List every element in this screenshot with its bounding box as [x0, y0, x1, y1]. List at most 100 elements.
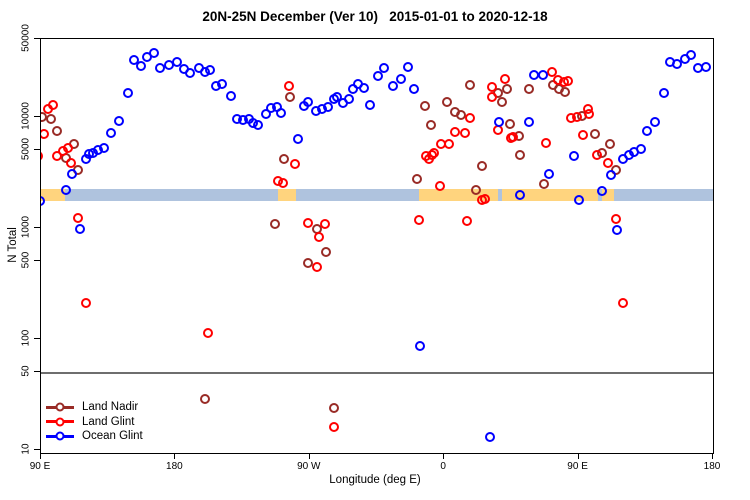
data-point-land-nadir	[303, 257, 314, 268]
chart-title: 20N-25N December (Ver 10) 2015-01-01 to …	[202, 9, 548, 24]
data-point-ocean-glint	[149, 47, 160, 58]
data-point-ocean-glint	[515, 189, 526, 200]
data-point-land-glint	[303, 217, 314, 228]
data-point-land-glint	[563, 76, 574, 87]
data-point-land-glint	[464, 112, 475, 123]
map-band-land	[418, 188, 498, 201]
data-point-ocean-glint	[67, 169, 78, 180]
data-point-land-glint	[73, 213, 84, 224]
x-axis-title: Longitude (deg E)	[329, 474, 421, 486]
legend-label: Land Nadir	[82, 401, 139, 414]
data-point-ocean-glint	[343, 94, 354, 105]
data-point-land-nadir	[285, 92, 296, 103]
x-tick	[443, 453, 445, 459]
data-point-ocean-glint	[41, 196, 45, 207]
data-point-ocean-glint	[543, 169, 554, 180]
data-point-land-nadir	[476, 161, 487, 172]
legend: Land Nadir Land Glint Ocean Glint	[46, 400, 143, 444]
y-tick	[34, 260, 40, 262]
map-band-land	[502, 188, 598, 201]
data-point-ocean-glint	[388, 81, 399, 92]
data-point-ocean-glint	[649, 117, 660, 128]
data-point-land-nadir	[501, 83, 512, 94]
data-point-land-glint	[449, 127, 460, 138]
data-point-ocean-glint	[128, 55, 139, 66]
y-tick-label: 500	[20, 252, 32, 269]
data-point-land-glint	[584, 108, 595, 119]
data-point-land-glint	[572, 112, 583, 122]
data-point-ocean-glint	[74, 223, 85, 234]
data-point-land-glint	[618, 298, 629, 309]
y-tick-label: 10	[20, 443, 32, 455]
data-point-land-nadir	[464, 80, 475, 91]
data-point-ocean-glint	[494, 117, 505, 128]
x-tick	[40, 453, 41, 459]
data-point-land-glint	[283, 81, 294, 92]
data-point-ocean-glint	[606, 170, 617, 181]
data-point-ocean-glint	[185, 67, 196, 78]
data-point-ocean-glint	[276, 107, 287, 118]
data-point-ocean-glint	[597, 186, 608, 197]
legend-marker-ring	[55, 431, 65, 441]
legend-marker-ring	[55, 417, 65, 427]
data-point-ocean-glint	[122, 87, 133, 98]
map-band-land	[602, 188, 615, 201]
map-band-land	[278, 188, 297, 201]
data-point-ocean-glint	[204, 65, 215, 76]
data-point-land-glint	[507, 132, 518, 143]
data-point-land-glint	[319, 218, 330, 229]
x-tick	[577, 453, 579, 459]
data-point-ocean-glint	[415, 340, 426, 351]
data-point-land-nadir	[442, 97, 453, 107]
legend-marker-ring	[55, 402, 65, 412]
data-point-land-glint	[41, 151, 44, 162]
y-axis-title: N Total	[7, 227, 19, 263]
data-point-ocean-glint	[225, 90, 236, 101]
data-point-ocean-glint	[171, 57, 182, 68]
legend-item-land-glint: Land Glint	[46, 415, 143, 430]
data-point-ocean-glint	[403, 62, 414, 73]
data-point-land-glint	[460, 128, 471, 139]
data-point-land-nadir	[419, 100, 430, 111]
data-point-ocean-glint	[364, 100, 375, 111]
x-tick-label: 180	[703, 461, 721, 472]
legend-marker-line	[46, 431, 74, 441]
data-point-land-glint	[610, 214, 621, 225]
data-point-ocean-glint	[61, 184, 72, 195]
legend-label: Land Glint	[82, 415, 135, 428]
data-point-ocean-glint	[573, 194, 584, 205]
data-point-land-glint	[277, 177, 288, 188]
data-point-land-glint	[65, 158, 76, 168]
y-tick-label: 1000	[20, 215, 32, 239]
data-point-ocean-glint	[672, 59, 683, 70]
data-point-land-nadir	[560, 86, 571, 97]
legend-item-ocean-glint: Ocean Glint	[46, 429, 143, 444]
y-tick-label: 10000	[20, 102, 32, 130]
y-tick	[34, 149, 40, 151]
data-point-land-glint	[41, 129, 49, 140]
y-tick	[34, 227, 40, 228]
data-point-land-nadir	[515, 150, 526, 161]
data-point-ocean-glint	[331, 92, 342, 103]
data-point-land-glint	[479, 193, 490, 204]
data-point-ocean-glint	[106, 127, 117, 138]
data-point-ocean-glint	[98, 143, 109, 154]
y-tick-label: 100	[20, 329, 32, 347]
x-tick	[174, 453, 176, 459]
data-point-land-glint	[540, 137, 551, 148]
legend-marker-line	[46, 417, 74, 427]
data-point-ocean-glint	[252, 119, 263, 130]
y-tick	[34, 38, 40, 40]
data-point-land-glint	[434, 180, 445, 191]
data-point-land-nadir	[279, 153, 290, 164]
data-point-land-glint	[461, 215, 472, 226]
y-tick-label: 50000	[20, 24, 32, 53]
data-point-land-nadir	[604, 139, 615, 150]
data-point-ocean-glint	[303, 97, 314, 108]
data-point-land-glint	[500, 73, 511, 84]
data-point-land-nadir	[328, 402, 339, 413]
data-point-land-glint	[289, 159, 300, 170]
data-point-ocean-glint	[524, 117, 535, 128]
data-point-ocean-glint	[658, 87, 669, 98]
